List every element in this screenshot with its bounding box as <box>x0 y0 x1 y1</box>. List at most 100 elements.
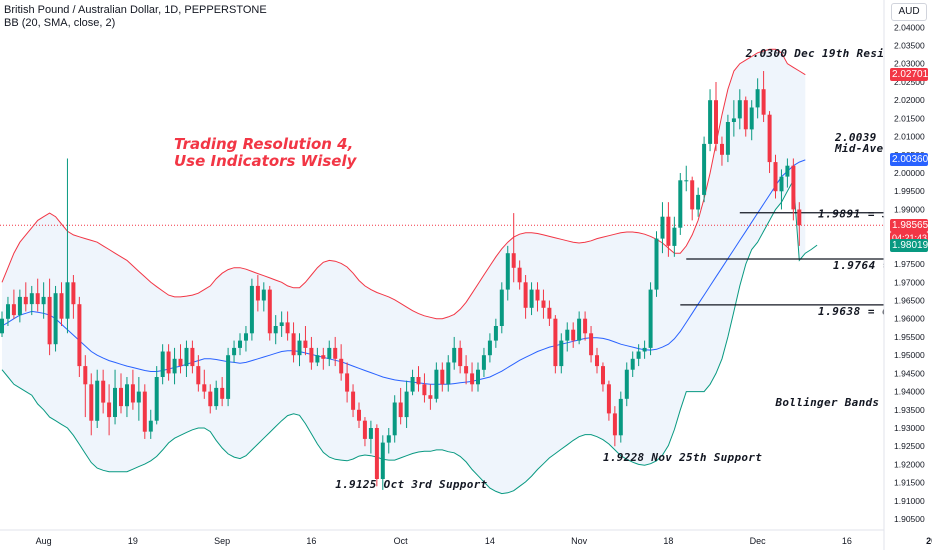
time-tick-label: Oct <box>394 536 409 546</box>
candle-body <box>220 387 225 399</box>
candle-body <box>404 391 409 418</box>
candle-body <box>517 267 522 283</box>
time-tick-label: Sep <box>214 536 230 546</box>
candle-body <box>6 304 10 319</box>
time-tick-label: 19 <box>128 536 138 546</box>
candle-body <box>660 216 665 239</box>
price-tick-label: 1.95000 <box>894 350 925 360</box>
candle-body <box>612 413 617 436</box>
candle-body <box>65 282 70 319</box>
price-tick-label: 2.01500 <box>894 113 925 123</box>
candle-body <box>428 395 433 399</box>
candle-body <box>119 387 123 407</box>
candle-body <box>470 373 475 385</box>
price-tick-label: 1.93000 <box>894 423 925 433</box>
candle-body <box>351 391 356 410</box>
candle-body <box>238 340 242 348</box>
candle-body <box>577 318 582 341</box>
candle-body <box>422 384 427 396</box>
candle-body <box>0 318 4 334</box>
candle-body <box>571 329 576 341</box>
candle-body <box>589 333 594 356</box>
candle-body <box>487 340 492 356</box>
candle-body <box>297 340 302 356</box>
candle-body <box>583 318 588 334</box>
candle-body <box>714 100 718 144</box>
candle-body <box>720 143 724 155</box>
indicator-legend[interactable]: BB (20, SMA, close, 2) <box>4 17 116 29</box>
candle-body <box>11 304 16 316</box>
candle-body <box>743 100 748 130</box>
basis-price-tag: 2.00360 <box>890 153 929 167</box>
candle-body <box>595 355 599 367</box>
candle-body <box>464 366 469 374</box>
candle-body <box>315 355 320 363</box>
candle-body <box>202 384 207 392</box>
price-tick-label: 2.03000 <box>894 59 925 69</box>
currency-unit-button[interactable]: AUD <box>891 3 927 21</box>
price-tick-label: 2.03500 <box>894 41 925 51</box>
time-tick-label: 2025 <box>926 536 932 546</box>
price-tick-label: 1.99500 <box>894 186 925 196</box>
candle-body <box>446 362 451 385</box>
candle-body <box>535 289 540 301</box>
candle-body <box>321 355 326 359</box>
candle-body <box>636 351 641 359</box>
candle-body <box>309 347 314 363</box>
candle-body <box>83 366 88 385</box>
candle-body <box>725 122 730 155</box>
candle-body <box>357 409 361 421</box>
candle-body <box>59 293 64 319</box>
candle-body <box>261 289 266 301</box>
time-tick-label: Dec <box>750 536 767 546</box>
time-tick-label: Nov <box>571 536 588 546</box>
price-tick-label: 1.93500 <box>894 405 925 415</box>
price-tick-label: 2.02000 <box>894 95 925 105</box>
candle-body <box>101 380 106 403</box>
candle-body <box>285 322 290 334</box>
candle-body <box>232 347 237 356</box>
price-tick-label: 1.91500 <box>894 478 925 488</box>
candle-body <box>458 347 463 367</box>
candle-body <box>797 209 802 226</box>
candle-body <box>499 289 504 326</box>
price-tick-label: 1.99000 <box>894 204 925 214</box>
candle-body <box>249 285 254 334</box>
candle-body <box>642 347 647 352</box>
candle-body <box>208 391 213 407</box>
candle-body <box>767 114 772 163</box>
candle-body <box>648 289 653 348</box>
candle-body <box>142 391 147 432</box>
price-tick-label: 2.04000 <box>894 22 925 32</box>
candle-body <box>125 384 129 407</box>
price-tick-label: 2.02500 <box>894 77 925 87</box>
candle-body <box>136 391 141 403</box>
upper-band-line <box>1 48 806 320</box>
time-tick-label: Aug <box>36 536 52 546</box>
candle-body <box>434 369 439 399</box>
candle-body <box>23 296 28 305</box>
candle-body <box>541 300 546 308</box>
candle-body <box>624 369 629 399</box>
candle-body <box>410 377 415 392</box>
price-tick-label: 1.95500 <box>894 332 925 342</box>
candle-body <box>89 384 94 421</box>
candle-body <box>529 289 534 308</box>
candle-body <box>107 402 112 418</box>
candle-body <box>71 282 76 305</box>
candle-body <box>440 369 445 385</box>
candle-body <box>53 293 58 345</box>
candle-body <box>172 358 177 374</box>
candle-body <box>214 387 219 407</box>
candle-body <box>618 398 623 436</box>
lower-band-price-tag: 1.98019 <box>890 238 929 252</box>
candle-body <box>761 89 766 115</box>
candle-body <box>255 285 260 301</box>
candle-body <box>35 293 40 305</box>
candle-body <box>452 347 457 363</box>
candle-body <box>362 420 367 439</box>
candle-body <box>684 180 689 182</box>
chart-annotation: 1.9125 Oct 3rd Support <box>335 478 487 491</box>
price-tick-label: 1.92500 <box>894 441 925 451</box>
